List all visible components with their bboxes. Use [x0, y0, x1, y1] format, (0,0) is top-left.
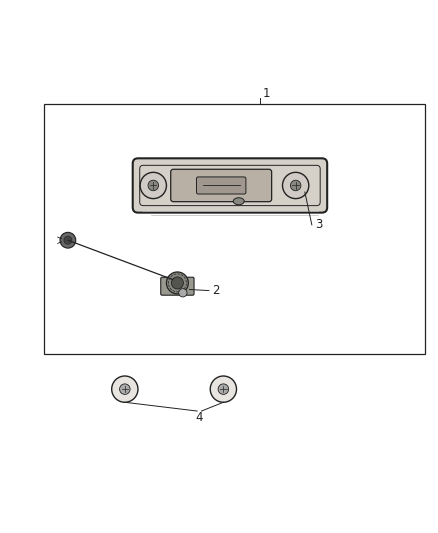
Circle shape [140, 172, 166, 199]
Text: 3: 3 [315, 219, 323, 231]
Circle shape [171, 277, 184, 289]
Circle shape [112, 376, 138, 402]
FancyBboxPatch shape [133, 158, 327, 213]
Circle shape [166, 272, 188, 294]
Text: 2: 2 [212, 284, 220, 297]
Circle shape [218, 384, 229, 394]
FancyBboxPatch shape [161, 277, 194, 295]
Circle shape [290, 180, 301, 191]
Circle shape [179, 288, 187, 297]
Bar [44, 104, 425, 354]
Ellipse shape [233, 198, 244, 205]
Text: 1: 1 [263, 87, 270, 100]
Circle shape [210, 376, 237, 402]
Text: 4: 4 [195, 411, 203, 424]
Circle shape [148, 180, 159, 191]
Circle shape [120, 384, 130, 394]
FancyBboxPatch shape [171, 169, 272, 201]
Circle shape [64, 236, 72, 244]
FancyBboxPatch shape [197, 177, 246, 194]
Circle shape [60, 232, 76, 248]
Circle shape [283, 172, 309, 199]
